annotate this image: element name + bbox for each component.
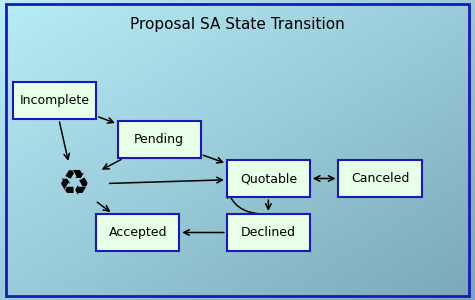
Text: Declined: Declined (241, 226, 296, 239)
FancyBboxPatch shape (227, 160, 310, 197)
FancyBboxPatch shape (338, 160, 422, 197)
Text: Quotable: Quotable (240, 172, 297, 185)
FancyBboxPatch shape (96, 214, 179, 251)
FancyBboxPatch shape (227, 214, 310, 251)
Text: Pending: Pending (134, 133, 184, 146)
Text: Canceled: Canceled (351, 172, 409, 185)
FancyBboxPatch shape (13, 82, 96, 119)
FancyBboxPatch shape (118, 121, 200, 158)
Text: Accepted: Accepted (108, 226, 167, 239)
Text: Proposal SA State Transition: Proposal SA State Transition (130, 16, 345, 32)
Text: Incomplete: Incomplete (19, 94, 90, 107)
Text: ♻: ♻ (57, 167, 90, 202)
